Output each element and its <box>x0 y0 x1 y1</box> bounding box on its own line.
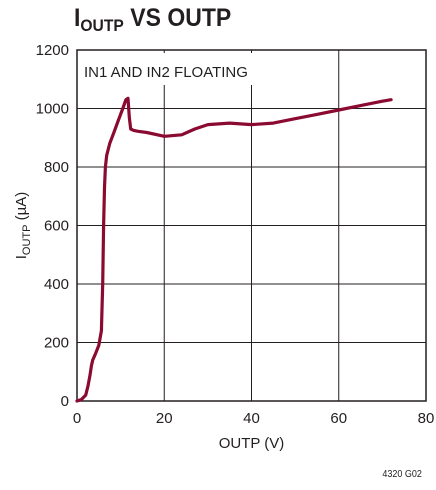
y-tick-label: 1000 <box>36 101 69 118</box>
x-tick-label: 60 <box>330 410 347 427</box>
x-tick-label: 80 <box>418 410 435 427</box>
x-tick-labels: 0 20 40 60 80 <box>73 410 435 427</box>
y-tick-label: 400 <box>44 276 69 293</box>
x-axis-label: OUTP (V) <box>219 435 285 452</box>
x-tick-label: 20 <box>156 410 173 427</box>
y-tick-labels: 0 200 400 600 800 1000 1200 <box>36 42 69 410</box>
y-axis-label: IOUTP (µA) <box>13 192 33 260</box>
y-tick-label: 1200 <box>36 42 69 59</box>
y-tick-label: 0 <box>61 393 69 410</box>
chart-title: IOUTP VS OUTP <box>74 4 231 36</box>
title-rest: VS OUTP <box>123 4 232 32</box>
annotation-text: IN1 AND IN2 FLOATING <box>84 64 248 81</box>
y-axis-label-main: I <box>13 255 30 259</box>
title-main: I <box>74 4 81 32</box>
plot-border <box>76 49 427 402</box>
series-line <box>75 96 393 403</box>
y-axis-label-rest: (µA) <box>13 192 30 225</box>
y-tick-label: 200 <box>44 335 69 352</box>
figure-id: 4320 G02 <box>382 469 422 480</box>
title-sub: OUTP <box>80 16 124 35</box>
plot-frame <box>76 49 427 402</box>
y-tick-label: 600 <box>44 218 69 235</box>
annotation-background <box>79 53 265 85</box>
y-tick-label: 800 <box>44 159 69 176</box>
y-axis-label-sub: OUTP <box>21 225 33 256</box>
x-tick-label: 0 <box>73 410 81 427</box>
x-tick-label: 40 <box>243 410 260 427</box>
